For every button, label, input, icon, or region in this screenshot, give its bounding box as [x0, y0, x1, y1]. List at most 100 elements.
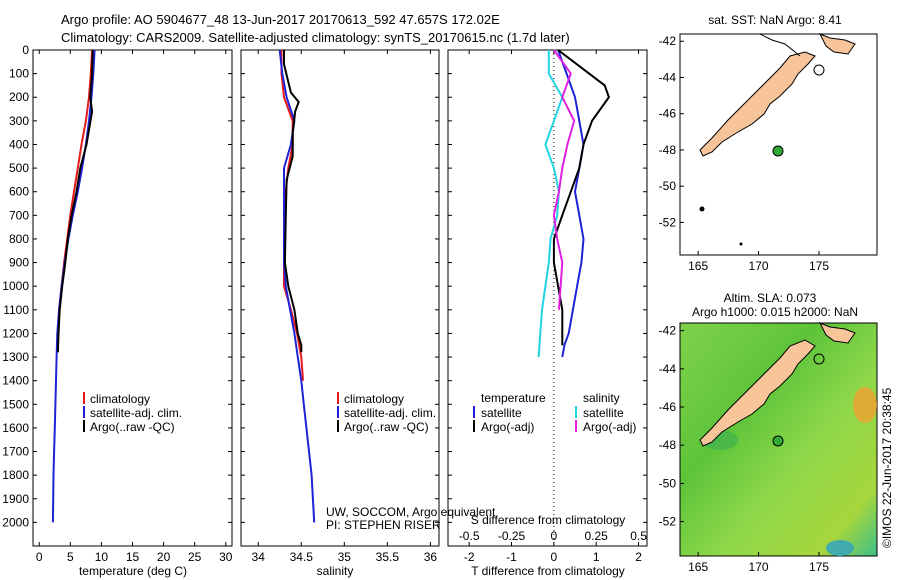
- x-tick-label: 5: [67, 550, 74, 564]
- island-contour: [813, 353, 825, 365]
- y-tick-label: 100: [9, 67, 29, 81]
- map-y-tick-label: -50: [659, 179, 677, 193]
- y-tick-label: 800: [9, 232, 29, 246]
- y-tick-label: 1200: [2, 326, 29, 340]
- sla-map-title-line2: Argo h1000: 0.015 h2000: NaN: [692, 305, 858, 319]
- salinity-panel-frame: [240, 49, 440, 547]
- y-tick-label: 1700: [2, 445, 29, 459]
- legend-label-temp-argo: Argo(-adj): [481, 420, 534, 434]
- y-tick-label: 500: [9, 161, 29, 175]
- x-tick-label: 36: [424, 550, 438, 564]
- x-tick-label: 20: [157, 550, 171, 564]
- map-y-tick-label: -50: [659, 476, 677, 490]
- legend-header-salinity: salinity: [583, 391, 620, 405]
- x-tick-label: 34: [252, 550, 266, 564]
- legend-label-temp-satellite: satellite: [481, 406, 522, 420]
- legend-label-satellite: satellite-adj. clim.: [90, 406, 182, 420]
- x-tick-label: 0: [551, 550, 558, 564]
- y-tick-label: 300: [9, 114, 29, 128]
- x-tick-label: 30: [219, 550, 233, 564]
- x-top-tick-label: 0: [551, 529, 558, 543]
- x-tick-label: -1: [506, 550, 517, 564]
- map-y-tick-label: -46: [659, 400, 677, 414]
- map-y-tick-label: -52: [659, 515, 677, 529]
- map-x-tick-label: 170: [749, 560, 769, 574]
- island-dot: [739, 242, 743, 246]
- credit-line1: UW, SOCCOM, Argo equivalent: [326, 505, 496, 519]
- temperature-xlabel: temperature (deg C): [79, 564, 187, 578]
- y-tick-label: 1100: [3, 303, 29, 317]
- salinity-legend: climatology satellite-adj. clim. Argo(..…: [337, 392, 436, 434]
- x-tick-label: 10: [95, 550, 109, 564]
- map-x-tick-label: 165: [688, 259, 708, 273]
- series-line-satellite-adj-clim-: [278, 49, 316, 523]
- sla-map: [679, 322, 878, 557]
- legend-label-argo: Argo(..raw -QC): [90, 420, 175, 434]
- argo-location-marker: [772, 435, 784, 447]
- new-zealand-north-island: [818, 322, 856, 344]
- difference-panel-frame: [447, 49, 648, 547]
- series-line-salinity-argo-adj-: [552, 49, 576, 310]
- series-line-satellite-adj-clim-: [51, 49, 96, 523]
- credit-line2: PI: STEPHEN RISER: [326, 518, 441, 532]
- x-tick-label: -2: [464, 550, 475, 564]
- y-tick-label: 600: [9, 185, 29, 199]
- x-tick-label: 34.5: [290, 550, 314, 564]
- series-line-climatology: [56, 49, 94, 334]
- x-top-tick-label: 0.5: [630, 529, 647, 543]
- argo-location-marker: [772, 145, 784, 157]
- y-tick-label: 1000: [2, 279, 29, 293]
- coastline-contour: [759, 33, 801, 57]
- legend-header-temperature: temperature: [481, 391, 546, 405]
- island-dot: [699, 206, 705, 212]
- legend-label-satellite: satellite-adj. clim.: [344, 406, 436, 420]
- map-y-tick-label: -46: [659, 107, 677, 121]
- map-y-tick-label: -52: [659, 215, 677, 229]
- map-x-tick-label: 170: [749, 259, 769, 273]
- temperature-panel-frame: [32, 49, 233, 547]
- x-top-tick-label: -0.5: [459, 529, 480, 543]
- y-tick-label: 900: [9, 256, 29, 270]
- y-tick-label: 1300: [2, 350, 29, 364]
- y-tick-label: 700: [9, 208, 29, 222]
- new-zealand-south-island: [699, 51, 816, 157]
- sst-map: [679, 33, 878, 256]
- map-y-tick-label: -42: [659, 34, 677, 48]
- map-x-tick-label: 175: [809, 560, 829, 574]
- y-tick-label: 1800: [2, 468, 29, 482]
- x-top-tick-label: -0.25: [498, 529, 526, 543]
- header-line1: Argo profile: AO 5904677_48 13-Jun-2017 …: [61, 12, 500, 27]
- legend-label-sal-argo: Argo(-adj): [583, 420, 636, 434]
- legend-label-sal-satellite: satellite: [583, 406, 624, 420]
- sla-high-patch: [853, 387, 877, 423]
- series-line-argo-raw-qc-: [283, 50, 303, 353]
- legend-label-argo: Argo(..raw -QC): [344, 420, 429, 434]
- imos-stamp: ©IMOS 22-Jun-2017 20:38:45: [880, 387, 894, 548]
- x-tick-label: 35: [338, 550, 352, 564]
- y-tick-label: 1500: [2, 397, 29, 411]
- sla-map-title-line1: Altim. SLA: 0.073: [724, 291, 817, 305]
- x-tick-label: 0: [36, 550, 43, 564]
- y-tick-label: 0: [22, 43, 29, 57]
- y-tick-label: 1400: [2, 374, 29, 388]
- x-tick-label: 2: [635, 550, 642, 564]
- x-tick-label: 35.5: [376, 550, 400, 564]
- new-zealand-north-island: [818, 33, 856, 55]
- map-x-tick-label: 175: [809, 259, 829, 273]
- island-contour: [813, 64, 825, 76]
- header-line2: Climatology: CARS2009. Satellite-adjuste…: [61, 30, 570, 45]
- x-tick-label: 15: [126, 550, 140, 564]
- x-tick-label: 25: [188, 550, 202, 564]
- difference-xlabel: T difference from climatology: [471, 564, 625, 578]
- series-line-argo-raw-qc-: [56, 49, 94, 353]
- salinity-xlabel: salinity: [317, 564, 354, 578]
- difference-xlabel-top: S difference from climatology: [471, 513, 626, 527]
- y-tick-label: 2000: [2, 515, 29, 529]
- y-tick-label: 1900: [2, 492, 29, 506]
- temperature-legend: climatology satellite-adj. clim. Argo(..…: [83, 392, 182, 434]
- map-y-tick-label: -48: [659, 143, 677, 157]
- x-tick-label: 1: [593, 550, 600, 564]
- map-y-tick-label: -48: [659, 438, 677, 452]
- new-zealand-south-island: [699, 339, 816, 447]
